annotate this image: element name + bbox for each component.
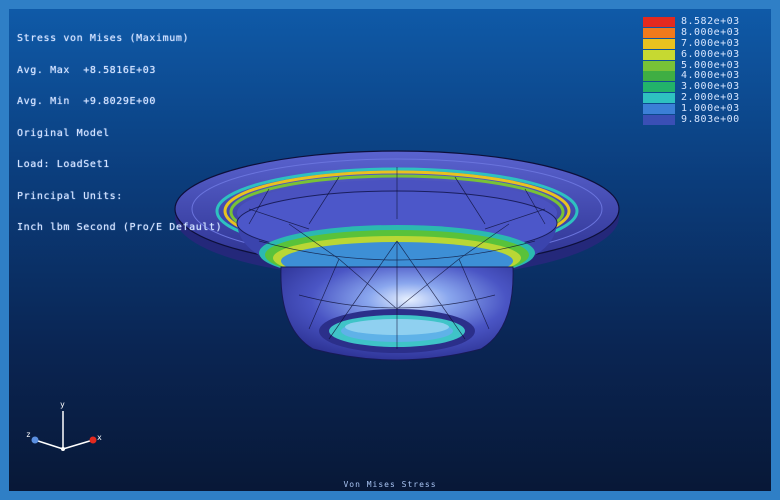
info-line-avg-max: Avg. Max +8.5816E+03 (17, 64, 157, 76)
fem-model: y x z (26, 150, 620, 451)
footer-caption: Von Mises Stress (343, 480, 437, 489)
info-line-units-heading: Principal Units: (17, 190, 123, 202)
legend-row: 2.000e+03 (643, 92, 761, 104)
legend-swatch (643, 60, 675, 71)
legend-row: 6.000e+03 (643, 48, 761, 61)
legend-swatch (643, 71, 675, 82)
legend-row: 3.000e+03 (643, 81, 761, 93)
legend-row: 4.000e+03 (643, 70, 761, 82)
legend-swatch (643, 93, 675, 104)
legend-swatch (643, 38, 675, 49)
legend-row: 9.803e+00 (643, 114, 761, 126)
info-line-load: Load: LoadSet1 (17, 159, 110, 170)
info-line-model: Original Model (17, 127, 110, 139)
legend-label: 7.000e+03 (681, 37, 740, 49)
legend-label: 6.000e+03 (681, 48, 740, 60)
triad-z-label: z (26, 430, 31, 439)
legend-row: 8.000e+03 (643, 26, 761, 39)
legend-label: 4.000e+03 (681, 70, 740, 82)
legend-label: 8.000e+03 (681, 26, 740, 38)
legend-swatch (643, 115, 675, 126)
triad-y-label: y (60, 400, 65, 409)
legend-swatch (643, 104, 675, 115)
legend-label: 9.803e+00 (681, 114, 740, 126)
color-legend: 8.582e+03 8.000e+03 7.000e+03 6.000e+03 5.00… (643, 16, 761, 126)
model-viewport[interactable]: y x z Stress von Mises (Maximum) Avg. Ma… (9, 9, 771, 491)
legend-label: 2.000e+03 (681, 92, 740, 104)
info-line-title: Stress von Mises (Maximum) (17, 33, 190, 44)
info-line-units: Inch lbm Second (Pro/E Default) (17, 222, 223, 233)
legend-row: 5.000e+03 (643, 59, 761, 72)
legend-row: 1.000e+03 (643, 103, 761, 115)
info-line-avg-min: Avg. Min +9.8029E+00 (17, 96, 157, 107)
triad-x-label: x (97, 433, 102, 442)
legend-swatch (643, 82, 675, 93)
legend-row: 7.000e+03 (643, 37, 761, 50)
legend-swatch (643, 27, 675, 38)
legend-label: 1.000e+03 (681, 103, 740, 115)
result-info: Stress von Mises (Maximum) Avg. Max +8.5… (17, 13, 222, 255)
legend-label: 8.582e+03 (681, 16, 740, 27)
legend-label: 3.000e+03 (681, 81, 740, 93)
legend-row: 8.582e+03 (643, 16, 761, 28)
coordinate-triad (31, 411, 97, 451)
legend-label: 5.000e+03 (681, 59, 740, 71)
mesh-lines (248, 167, 546, 349)
legend-swatch (643, 49, 675, 60)
legend-swatch (643, 17, 675, 27)
